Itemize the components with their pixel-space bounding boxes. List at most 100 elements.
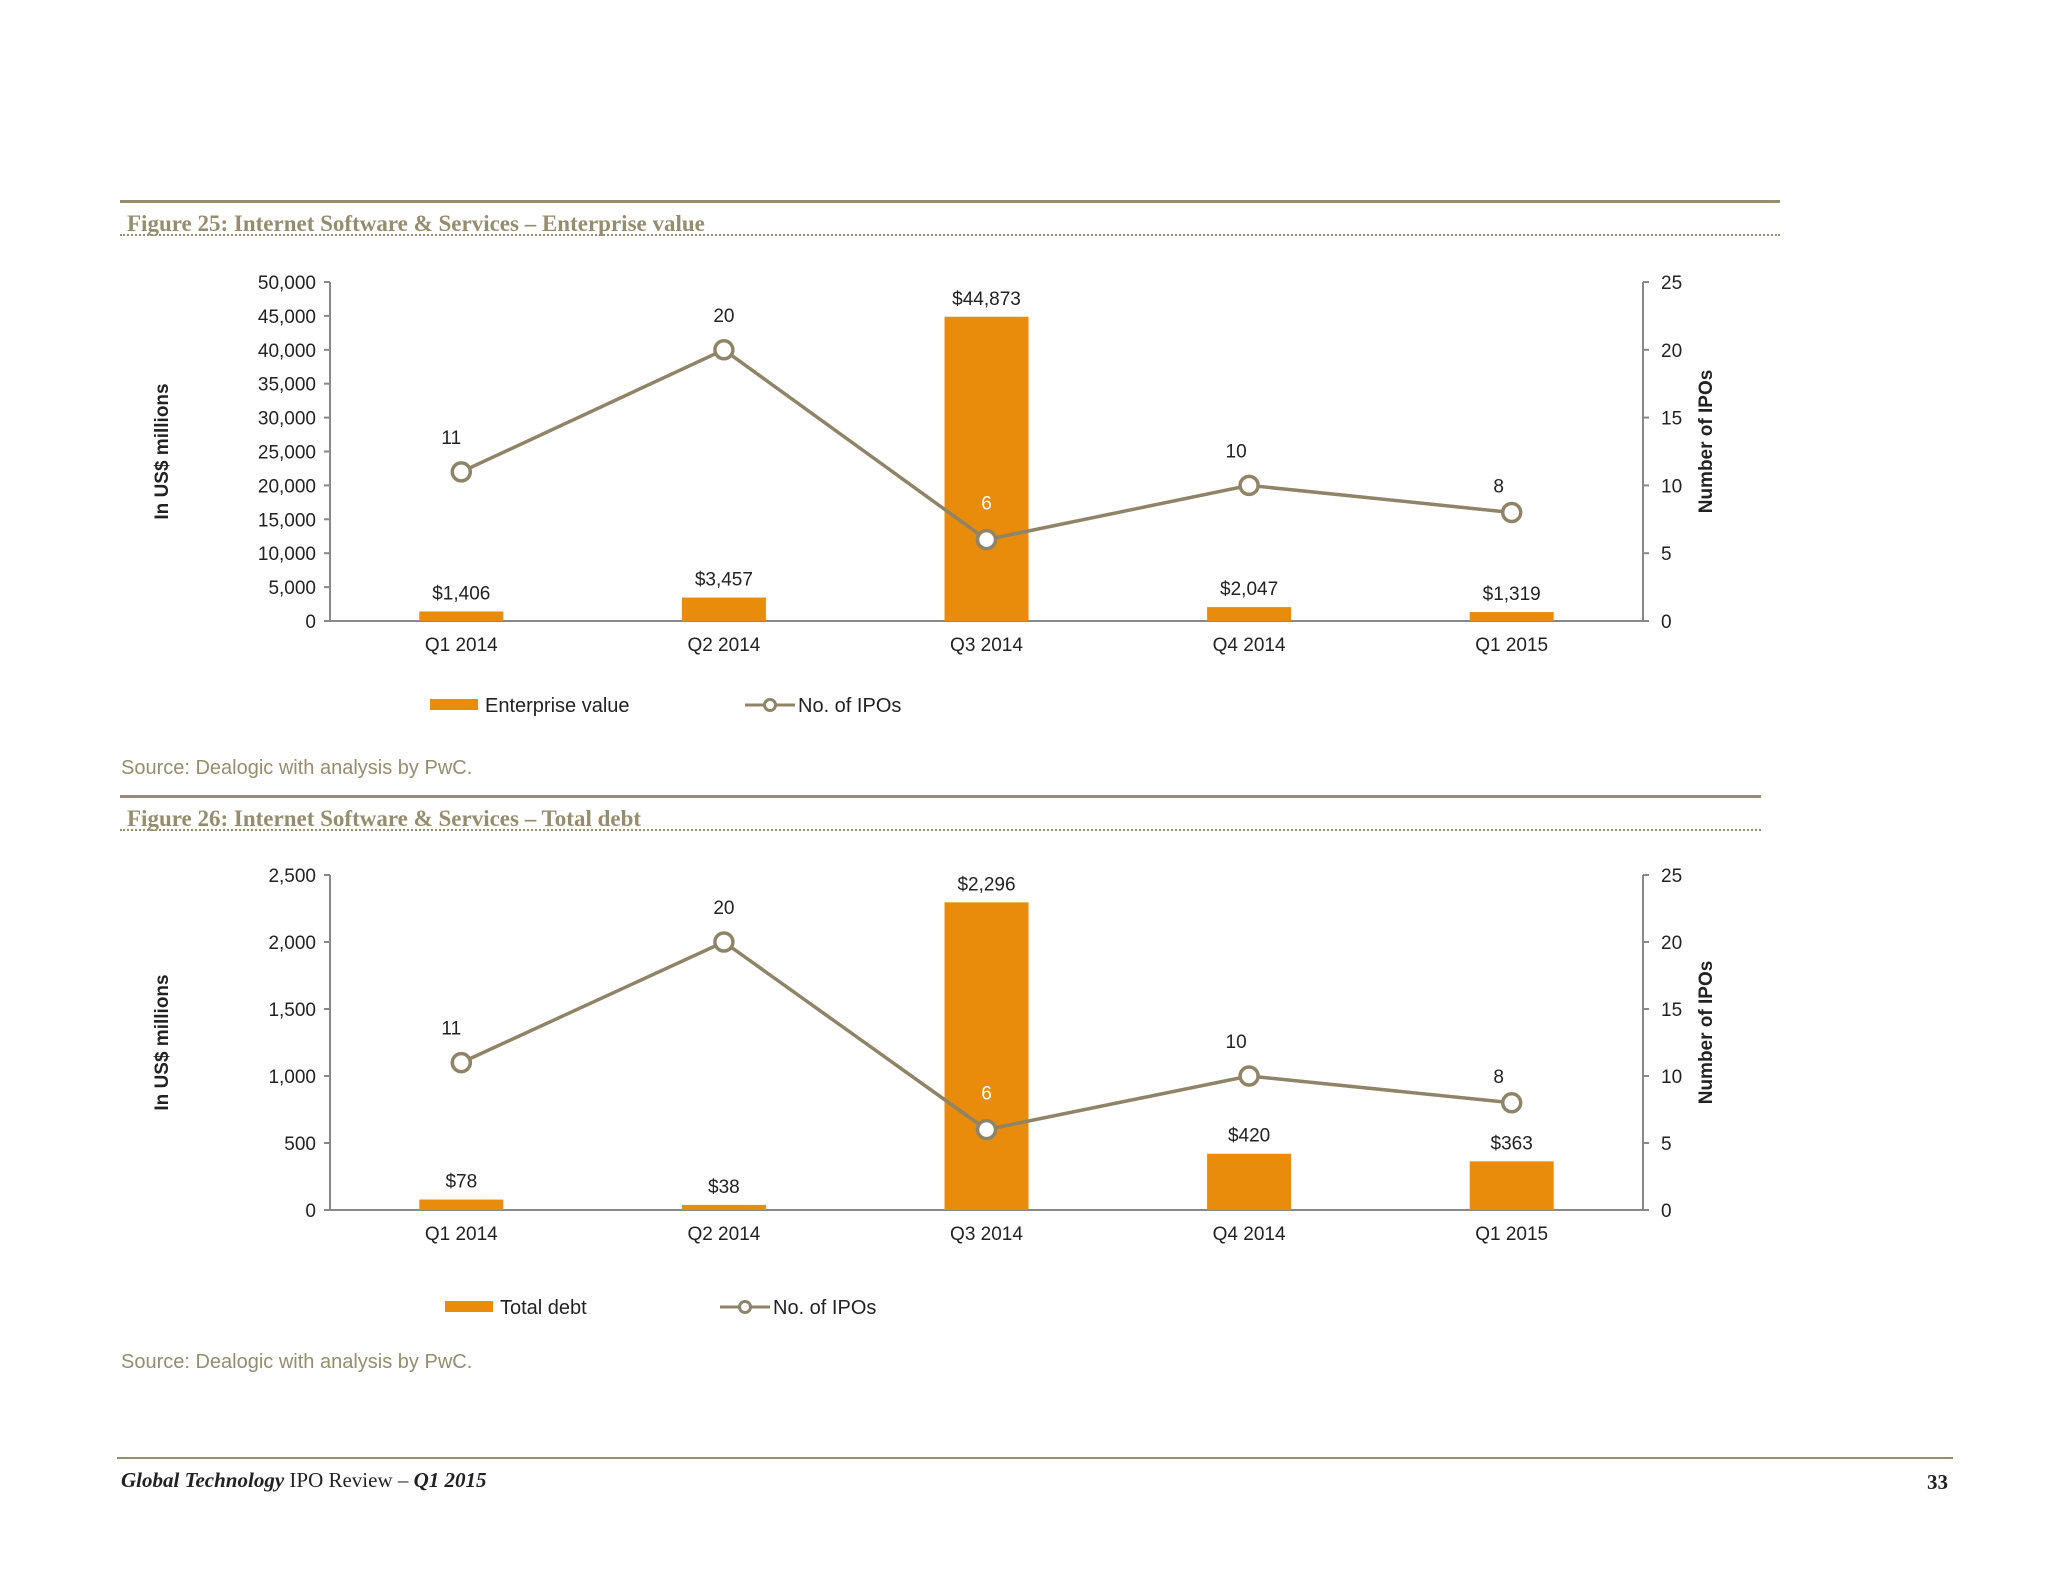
x-tick-label: Q1 2015 xyxy=(1475,635,1548,656)
legend-line-marker xyxy=(738,1300,752,1314)
footer-publication-rest: IPO Review xyxy=(284,1468,393,1492)
figure-25-chart: 0 5,000 10,000 15,000 20,000 25,000 30,000 35,0… xyxy=(152,273,1717,717)
y-axis-title: In US$ millions xyxy=(152,383,173,519)
x-tick-label: Q3 2014 xyxy=(950,1224,1023,1245)
ipo-data-label: 20 xyxy=(713,306,734,327)
bar-data-label: $363 xyxy=(1491,1133,1533,1154)
ipo-point xyxy=(713,931,735,953)
bar xyxy=(1469,612,1554,621)
y2-axis-title: Number of IPOs xyxy=(1696,370,1717,514)
left-tick-label: 15,000 xyxy=(258,510,316,531)
ipo-data-label: 6 xyxy=(981,494,992,515)
bar-data-label: $2,296 xyxy=(957,874,1015,895)
left-tick-label: 1,500 xyxy=(268,1000,316,1021)
ipo-data-label: 8 xyxy=(1493,477,1504,498)
figure-25-header: Figure 25: Internet Software & Services … xyxy=(120,200,1780,236)
bar xyxy=(419,611,504,621)
ipo-data-label: 6 xyxy=(981,1084,992,1105)
legend-line-label: No. of IPOs xyxy=(773,1297,876,1319)
legend-bar-label: Enterprise value xyxy=(485,695,630,717)
page-number: 33 xyxy=(1927,1470,1948,1494)
figure-25-source: Source: Dealogic with analysis by PwC. xyxy=(121,757,473,779)
ipo-data-label: 20 xyxy=(713,898,734,919)
left-tick-label: 0 xyxy=(305,612,316,633)
ipo-data-label: 8 xyxy=(1493,1067,1504,1088)
ipo-data-label: 10 xyxy=(1226,1032,1247,1053)
bar xyxy=(681,597,766,621)
left-tick-label: 500 xyxy=(284,1134,316,1155)
footer-rule xyxy=(117,1457,1953,1459)
bar xyxy=(944,902,1029,1210)
y-axis-title: In US$ millions xyxy=(152,974,173,1110)
y2-axis-title: Number of IPOs xyxy=(1696,961,1717,1105)
left-tick-label: 30,000 xyxy=(258,409,316,430)
figure-26-header: Figure 26: Internet Software & Services … xyxy=(120,795,1761,831)
left-tick-label: 5,000 xyxy=(268,578,316,599)
ipo-point xyxy=(1238,474,1260,497)
bar xyxy=(1207,607,1292,621)
left-tick-label: 45,000 xyxy=(258,307,316,328)
legend-line-label: No. of IPOs xyxy=(798,695,901,717)
legend-bar-swatch xyxy=(430,699,478,710)
left-tick-label: 35,000 xyxy=(258,375,316,396)
left-tick-label: 0 xyxy=(305,1201,316,1222)
left-tick-label: 10,000 xyxy=(258,544,316,565)
legend-bar-label: Total debt xyxy=(500,1297,587,1319)
right-tick-label: 20 xyxy=(1661,341,1682,362)
x-tick-label: Q4 2014 xyxy=(1213,1224,1286,1245)
bar-data-label: $44,873 xyxy=(952,289,1021,310)
left-tick-label: 25,000 xyxy=(258,443,316,464)
x-tick-label: Q1 2014 xyxy=(425,1224,498,1245)
figure-26-source: Source: Dealogic with analysis by PwC. xyxy=(121,1351,473,1373)
right-tick-label: 5 xyxy=(1661,1134,1672,1155)
bar-data-label: $1,406 xyxy=(432,583,490,604)
bar xyxy=(419,1199,504,1210)
ipo-point xyxy=(975,1118,998,1141)
bar-data-label: $420 xyxy=(1228,1126,1270,1147)
ipo-point xyxy=(713,339,735,361)
right-tick-label: 25 xyxy=(1661,273,1682,294)
ipo-point xyxy=(1500,1092,1523,1114)
x-tick-label: Q2 2014 xyxy=(687,635,760,656)
footer-publication-name: Global Technology xyxy=(121,1468,285,1492)
right-tick-label: 5 xyxy=(1661,544,1672,565)
right-tick-label: 10 xyxy=(1661,1067,1682,1088)
left-tick-label: 2,500 xyxy=(268,866,316,887)
right-tick-label: 15 xyxy=(1661,1000,1682,1021)
right-tick-label: 10 xyxy=(1661,476,1682,497)
left-tick-label: 50,000 xyxy=(258,273,316,294)
x-tick-label: Q4 2014 xyxy=(1213,635,1286,656)
x-tick-label: Q1 2015 xyxy=(1475,1224,1548,1245)
left-tick-label: 40,000 xyxy=(258,341,316,362)
bar-data-label: $38 xyxy=(708,1177,740,1198)
bar xyxy=(1469,1161,1554,1210)
ipo-point xyxy=(450,461,473,483)
right-tick-label: 15 xyxy=(1661,409,1682,430)
ipo-data-label: 10 xyxy=(1226,441,1247,462)
bar-data-label: $1,319 xyxy=(1483,584,1541,605)
bar xyxy=(1207,1153,1292,1210)
left-tick-label: 2,000 xyxy=(268,933,316,954)
footer-dash: – xyxy=(392,1468,414,1492)
bar-data-label: $2,047 xyxy=(1220,579,1278,600)
ipo-point xyxy=(1500,501,1523,524)
x-tick-label: Q2 2014 xyxy=(687,1224,760,1245)
legend-line-marker xyxy=(763,698,777,712)
figure-26-title: Figure 26: Internet Software & Services … xyxy=(127,806,642,831)
left-tick-label: 1,000 xyxy=(268,1067,316,1088)
right-tick-label: 0 xyxy=(1661,1201,1672,1222)
x-tick-label: Q3 2014 xyxy=(950,635,1023,656)
bar-data-label: $3,457 xyxy=(695,570,753,591)
footer-period: Q1 2015 xyxy=(413,1468,487,1492)
right-tick-label: 20 xyxy=(1661,933,1682,954)
left-tick-label: 20,000 xyxy=(258,476,316,497)
ipo-point xyxy=(450,1051,473,1074)
ipo-data-label: 11 xyxy=(441,428,461,449)
figure-25-title: Figure 25: Internet Software & Services … xyxy=(127,211,705,236)
ipo-point xyxy=(975,528,998,551)
bar xyxy=(944,316,1029,621)
bar-data-label: $78 xyxy=(445,1172,477,1193)
footer-publication: Global Technology IPO Review – Q1 2015 xyxy=(121,1468,487,1493)
right-tick-label: 0 xyxy=(1661,612,1672,633)
right-tick-label: 25 xyxy=(1661,866,1682,887)
